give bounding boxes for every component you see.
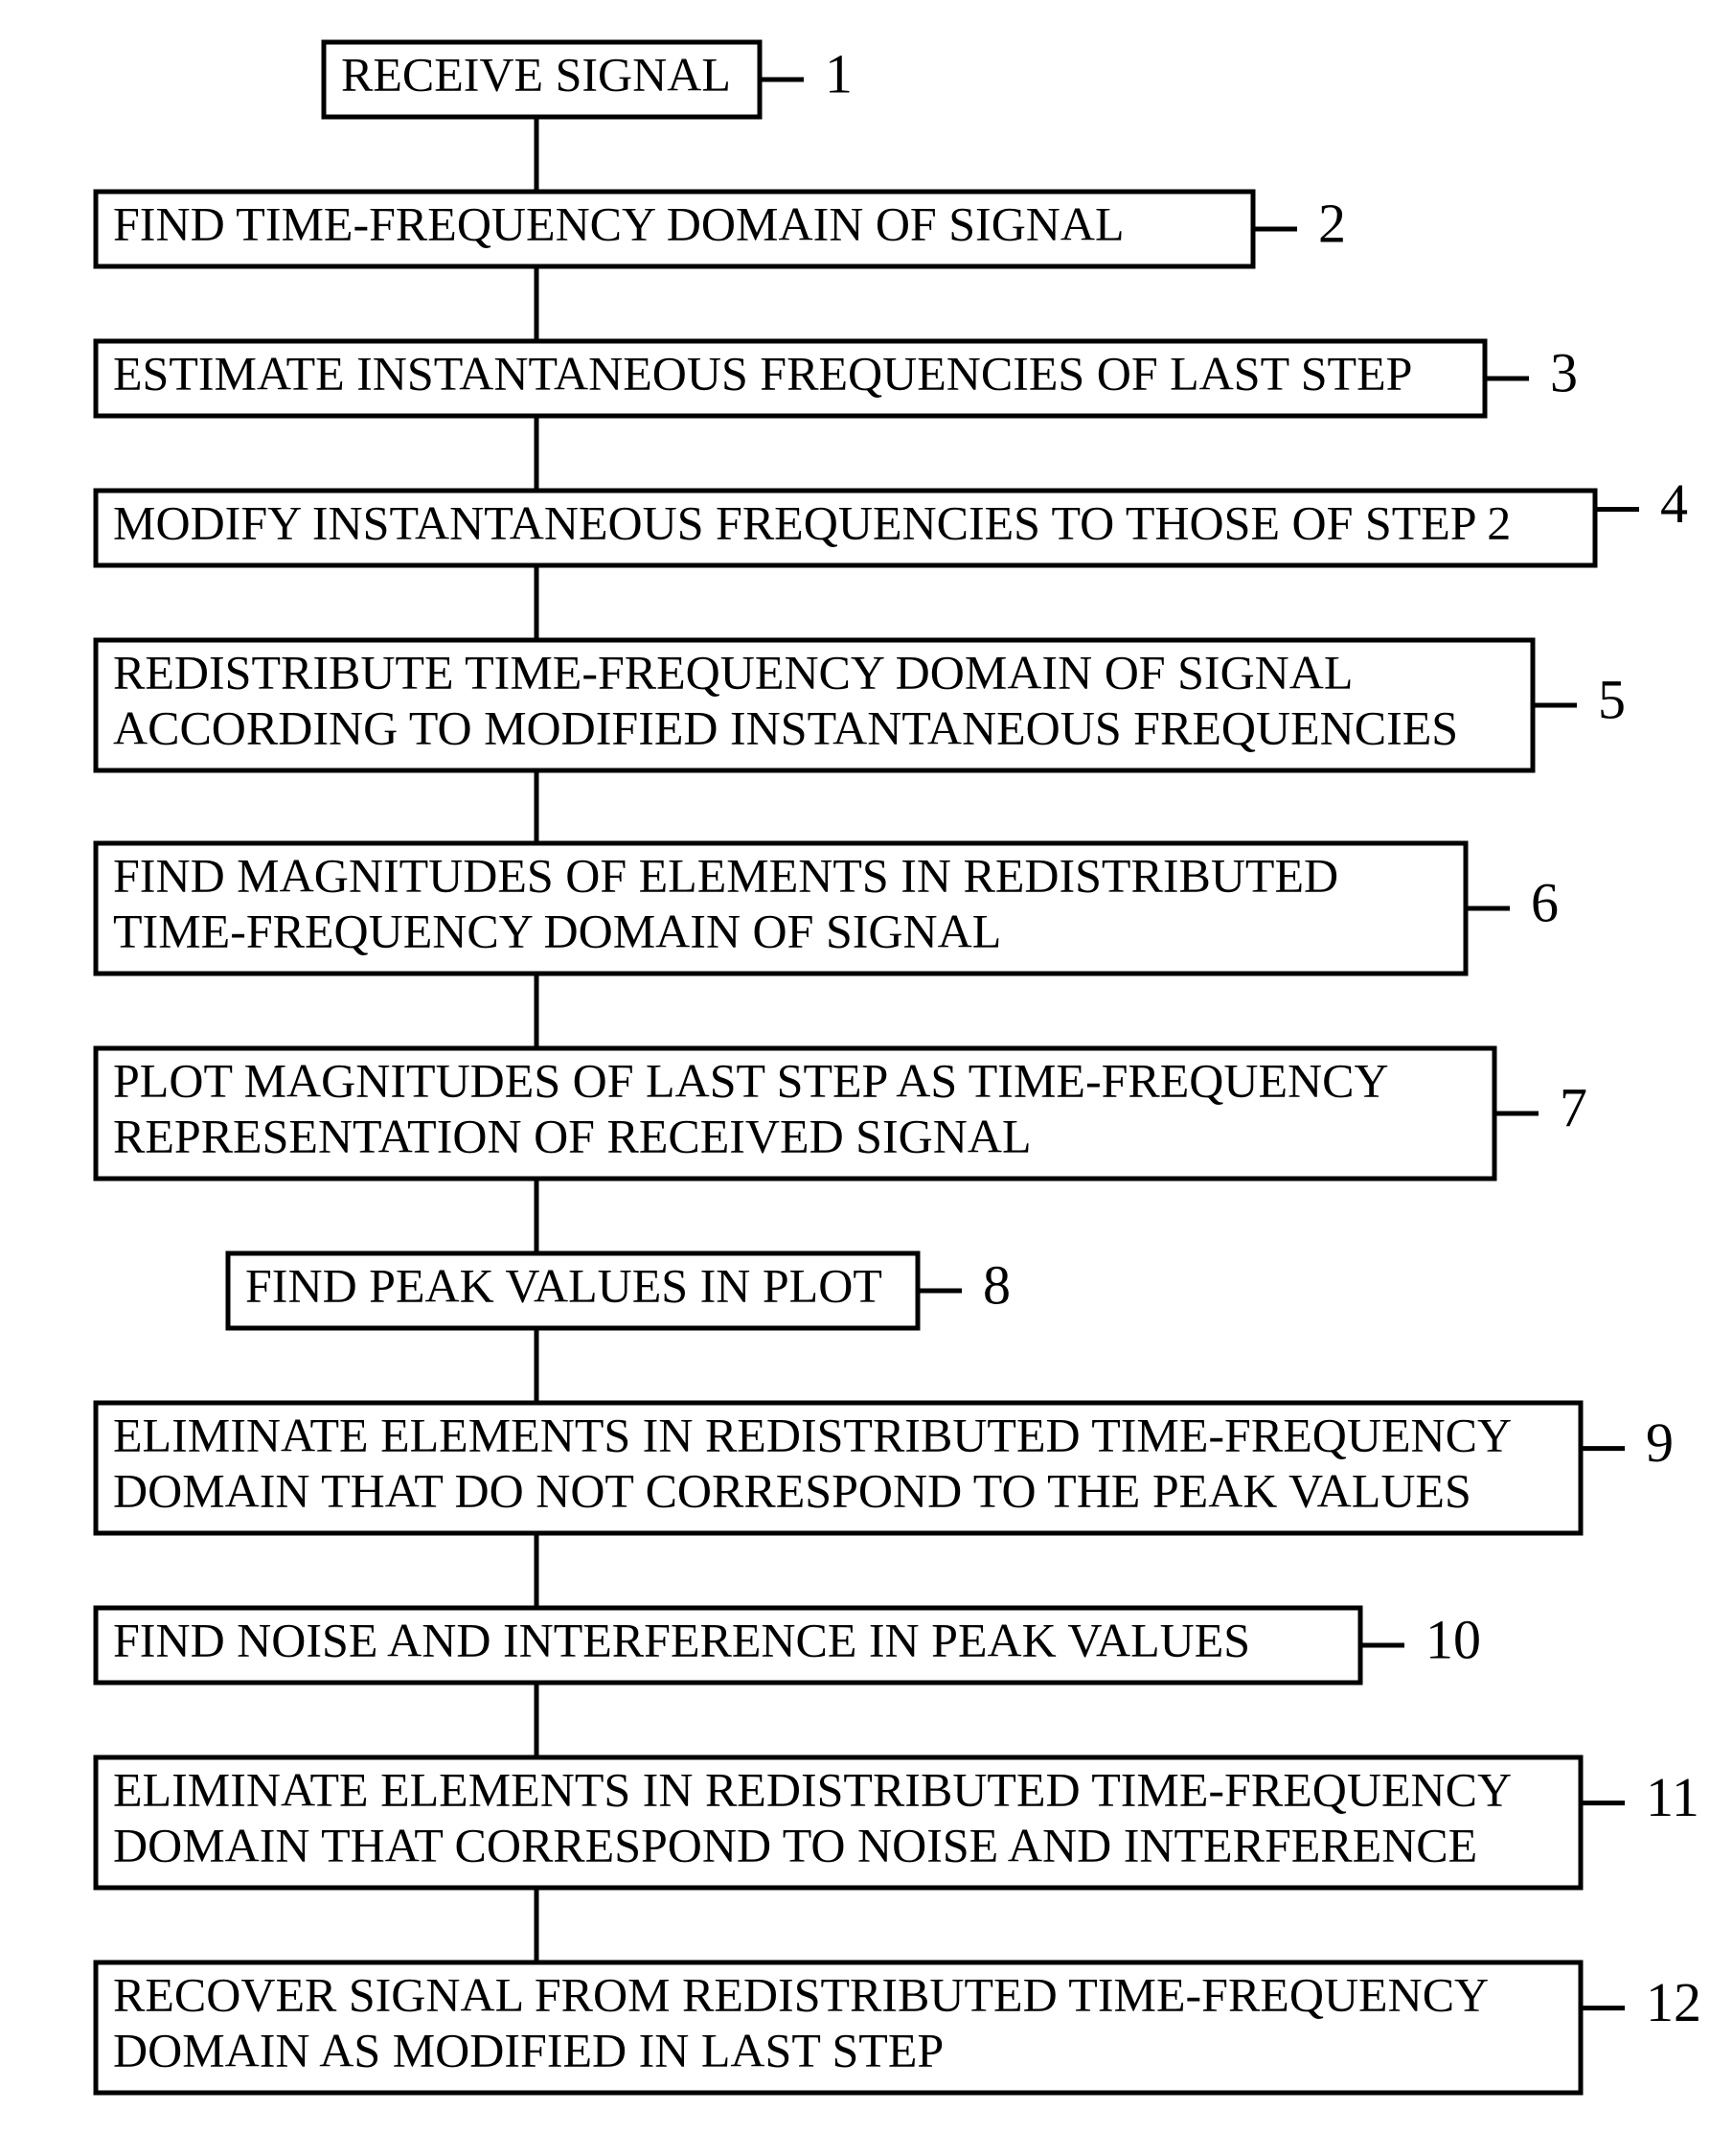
step-number-6: 6: [1531, 871, 1559, 933]
step-4: MODIFY INSTANTANEOUS FREQUENCIES TO THOS…: [96, 472, 1688, 565]
step-1: RECEIVE SIGNAL 1: [324, 42, 853, 117]
step-text-8-line-0: FIND PEAK VALUES IN PLOT: [245, 1258, 882, 1312]
step-12: RECOVER SIGNAL FROM REDISTRIBUTED TIME-F…: [96, 1962, 1701, 2093]
step-text-11-line-0: ELIMINATE ELEMENTS IN REDISTRIBUTED TIME…: [113, 1762, 1512, 1816]
step-text-7-line-1: REPRESENTATION OF RECEIVED SIGNAL: [113, 1109, 1032, 1162]
step-number-12: 12: [1646, 1971, 1701, 2033]
step-text-5-line-1: ACCORDING TO MODIFIED INSTANTANEOUS FREQ…: [113, 700, 1458, 754]
step-10: FIND NOISE AND INTERFERENCE IN PEAK VALU…: [96, 1608, 1481, 1683]
step-text-6-line-1: TIME-FREQUENCY DOMAIN OF SIGNAL: [113, 904, 1001, 957]
step-number-10: 10: [1425, 1608, 1481, 1670]
step-text-12-line-1: DOMAIN AS MODIFIED IN LAST STEP: [113, 2023, 944, 2076]
step-text-10-line-0: FIND NOISE AND INTERFERENCE IN PEAK VALU…: [113, 1613, 1250, 1666]
step-text-7-line-0: PLOT MAGNITUDES OF LAST STEP AS TIME-FRE…: [113, 1053, 1389, 1107]
step-text-4-line-0: MODIFY INSTANTANEOUS FREQUENCIES TO THOS…: [113, 495, 1511, 549]
step-2: FIND TIME-FREQUENCY DOMAIN OF SIGNAL 2: [96, 192, 1346, 266]
step-text-9-line-0: ELIMINATE ELEMENTS IN REDISTRIBUTED TIME…: [113, 1408, 1512, 1461]
step-text-5-line-0: REDISTRIBUTE TIME-FREQUENCY DOMAIN OF SI…: [113, 645, 1353, 699]
step-9: ELIMINATE ELEMENTS IN REDISTRIBUTED TIME…: [96, 1403, 1674, 1533]
step-text-9-line-1: DOMAIN THAT DO NOT CORRESPOND TO THE PEA…: [113, 1463, 1471, 1517]
step-number-11: 11: [1646, 1766, 1699, 1828]
step-text-2-line-0: FIND TIME-FREQUENCY DOMAIN OF SIGNAL: [113, 196, 1125, 250]
step-number-2: 2: [1318, 192, 1346, 254]
step-number-9: 9: [1646, 1411, 1674, 1474]
step-11: ELIMINATE ELEMENTS IN REDISTRIBUTED TIME…: [96, 1757, 1699, 1888]
step-3: ESTIMATE INSTANTANEOUS FREQUENCIES OF LA…: [96, 341, 1578, 416]
step-text-3-line-0: ESTIMATE INSTANTANEOUS FREQUENCIES OF LA…: [113, 346, 1412, 400]
step-number-3: 3: [1550, 341, 1578, 403]
step-text-1-line-0: RECEIVE SIGNAL: [341, 47, 731, 101]
step-number-1: 1: [825, 42, 853, 104]
step-5: REDISTRIBUTE TIME-FREQUENCY DOMAIN OF SI…: [96, 640, 1626, 770]
step-number-8: 8: [983, 1253, 1011, 1316]
flowchart-svg: RECEIVE SIGNAL 1 FIND TIME-FREQUENCY DOMAI…: [0, 0, 1710, 2156]
step-6: FIND MAGNITUDES OF ELEMENTS IN REDISTRIB…: [96, 843, 1559, 974]
step-8: FIND PEAK VALUES IN PLOT 8: [228, 1253, 1011, 1328]
step-text-12-line-0: RECOVER SIGNAL FROM REDISTRIBUTED TIME-F…: [113, 1967, 1489, 2021]
step-text-6-line-0: FIND MAGNITUDES OF ELEMENTS IN REDISTRIB…: [113, 848, 1338, 902]
step-number-7: 7: [1560, 1076, 1587, 1138]
step-7: PLOT MAGNITUDES OF LAST STEP AS TIME-FRE…: [96, 1048, 1587, 1179]
step-text-11-line-1: DOMAIN THAT CORRESPOND TO NOISE AND INTE…: [113, 1818, 1477, 1871]
step-number-4: 4: [1660, 472, 1688, 535]
step-number-5: 5: [1598, 668, 1626, 730]
